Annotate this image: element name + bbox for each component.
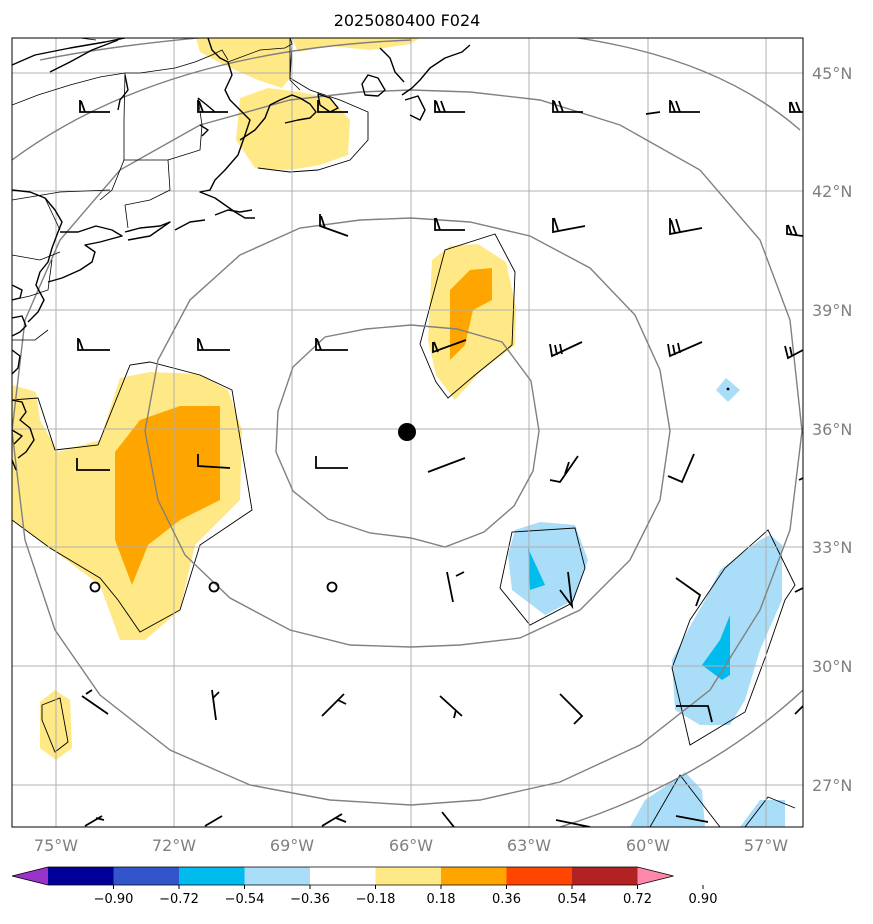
lon-label: 57°W [744,836,788,855]
colorbar: −0.90 −0.72 −0.54 −0.36 −0.18 0.18 0.36 0.54 0.7… [11,866,718,907]
colorbar-tick-label: −0.90 [94,892,134,907]
lat-label: 33°N [812,538,852,557]
colorbar-cell [244,867,311,885]
lat-label: 45°N [812,64,852,83]
lat-label: 30°N [812,657,852,676]
colorbar-outline [11,866,674,886]
colorbar-tick-label: 0.72 [623,892,652,907]
colorbar-extend-min [12,867,48,885]
map-frame [11,37,804,828]
storm-center-marker [398,423,416,441]
colorbar-tick-label: 0.36 [492,892,521,907]
lat-label: 36°N [812,420,852,439]
colorbar-tick-label: 0.54 [558,892,587,907]
lon-label: 72°W [152,836,196,855]
lon-label: 75°W [34,836,78,855]
lat-label: 42°N [812,182,852,201]
colorbar-cell [113,867,180,885]
colorbar-cell [310,867,376,885]
graticule [12,38,803,827]
colorbar-cell [48,867,114,885]
colorbar-tick-label: −0.36 [290,892,330,907]
latitude-labels: 45°N 42°N 39°N 36°N 33°N 30°N 27°N [812,64,852,795]
small-point-marker [726,387,730,391]
colorbar-extend-max [637,867,674,885]
wind-barbs [76,100,803,827]
significance-contours [12,43,796,827]
colorbar-tick-label: −0.54 [225,892,265,907]
colorbar-cell [441,867,507,885]
colorbar-tick-label: 0.90 [689,892,718,907]
colorbar-cell [506,867,573,885]
longitude-labels: 75°W 72°W 69°W 66°W 63°W 60°W 57°W [34,836,788,855]
colorbar-tick-label: 0.18 [427,892,456,907]
lon-label: 66°W [389,836,433,855]
lat-label: 27°N [812,776,852,795]
lon-label: 63°W [507,836,551,855]
colorbar-cell [375,867,442,885]
lon-label: 69°W [270,836,314,855]
colorbar-cell [179,867,245,885]
shaded-negative-anomaly-regions [508,378,785,827]
lon-label: 60°W [626,836,670,855]
colorbar-tick-label: −0.72 [159,892,199,907]
colorbar-cell [572,867,638,885]
distance-rings [12,38,803,827]
map-title: 2025080400 F024 [334,11,481,30]
colorbar-tick-label: −0.18 [356,892,396,907]
lat-label: 39°N [812,301,852,320]
